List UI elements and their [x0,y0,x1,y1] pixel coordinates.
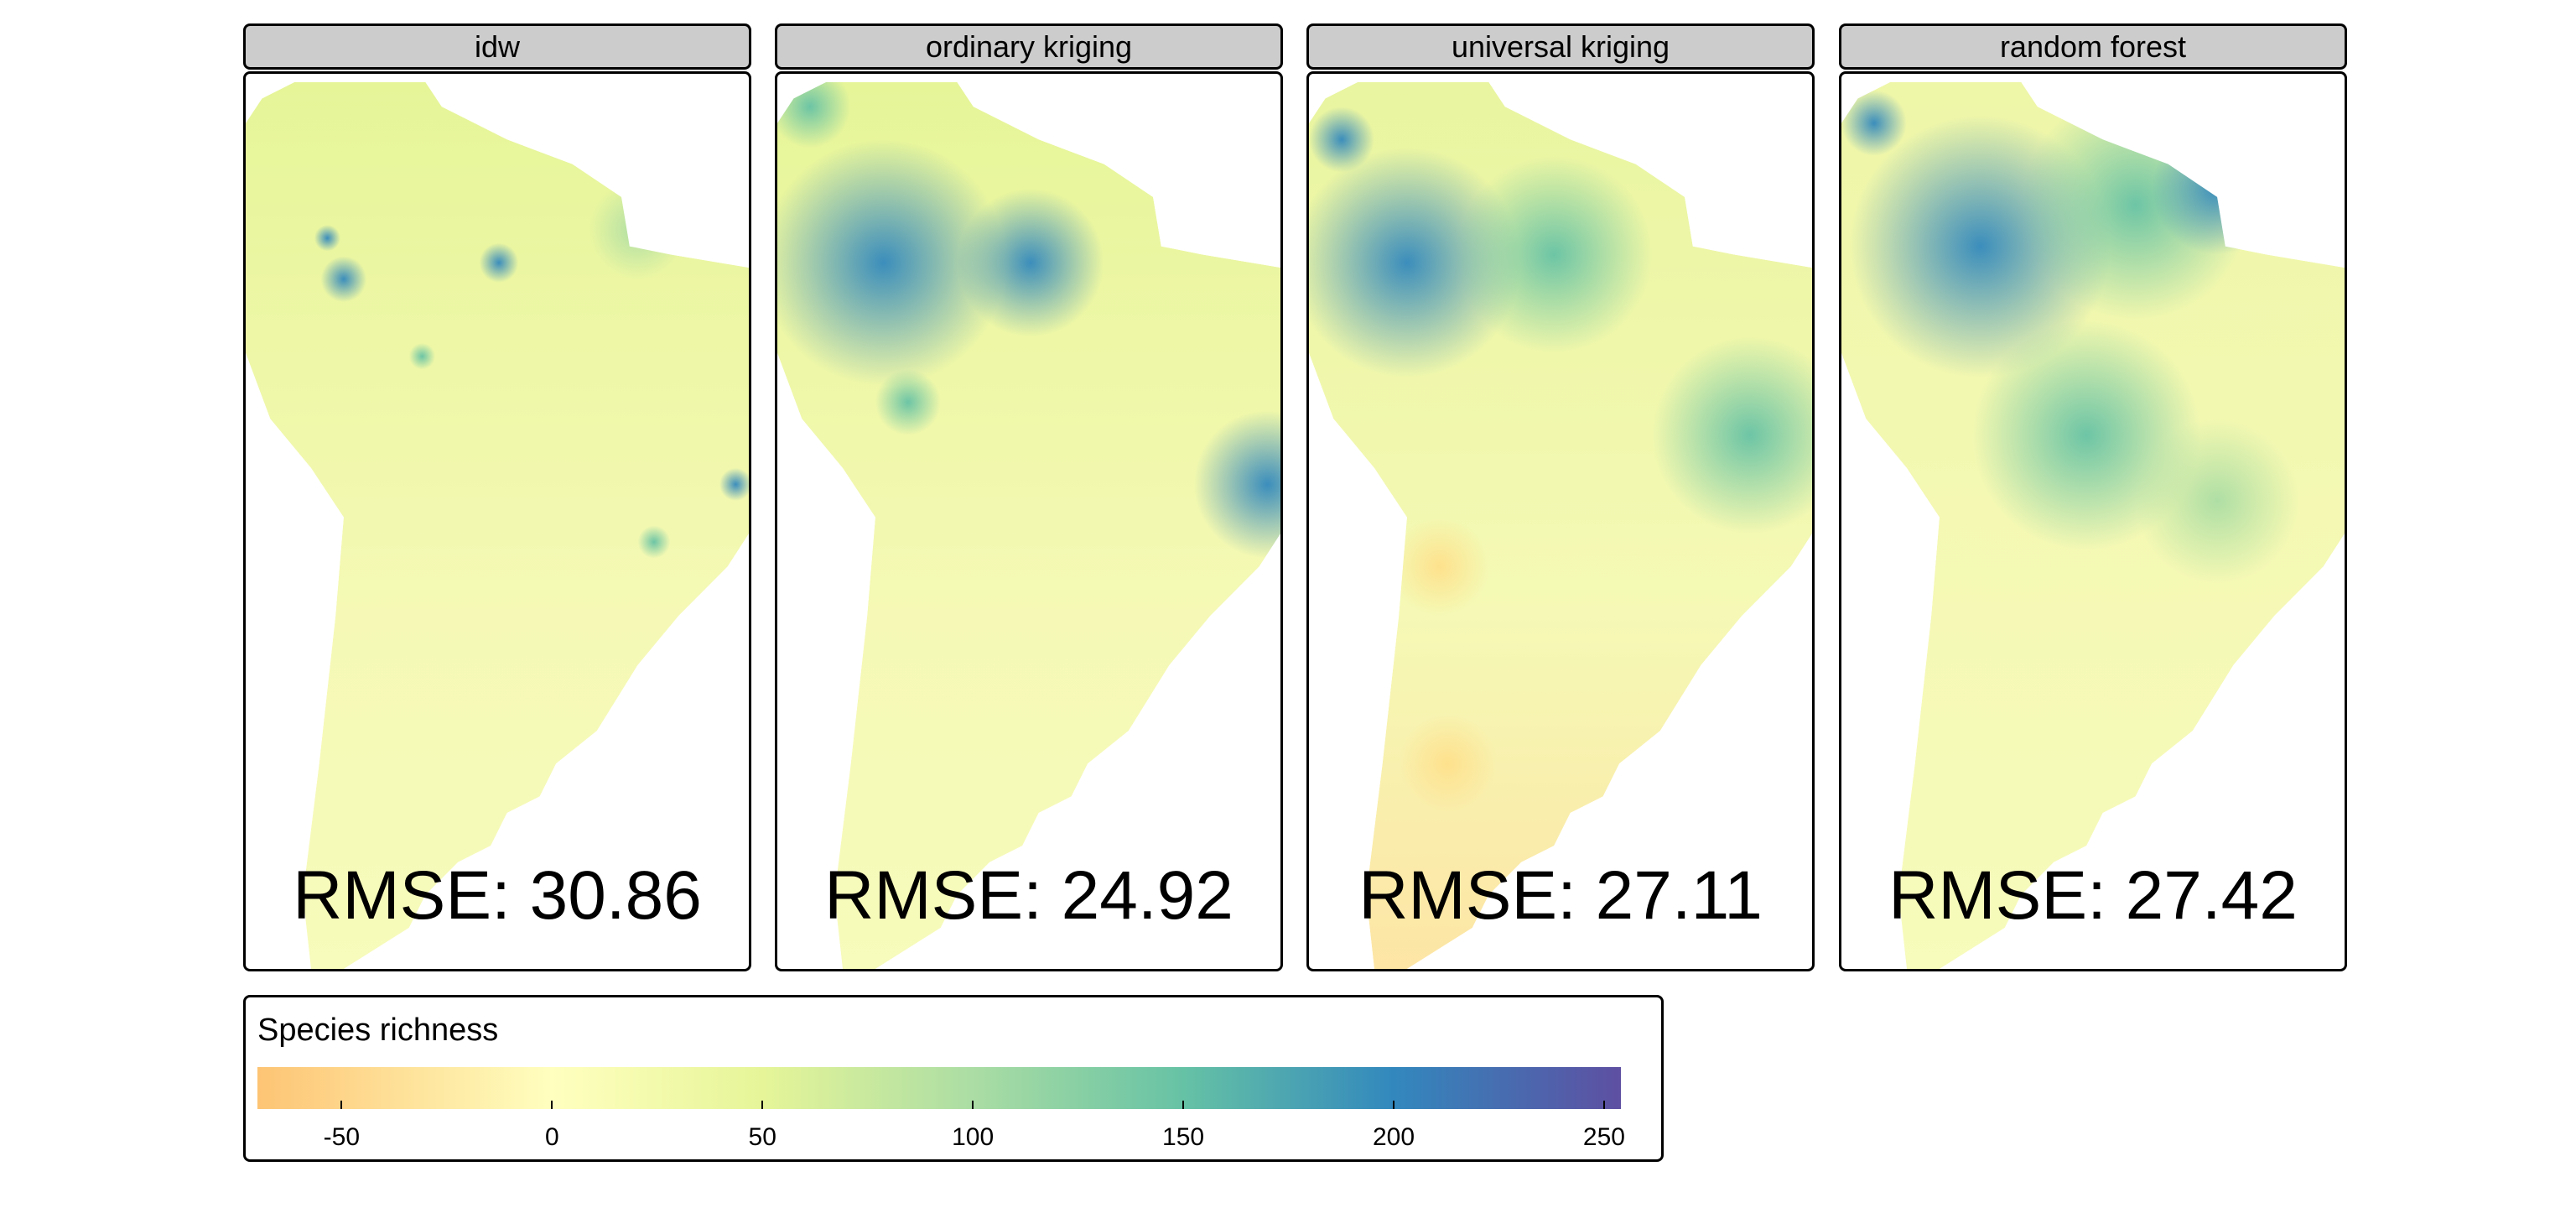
facet-universal-kriging: universal kriging RMSE: 27.11 [1306,23,1815,971]
rmse-label: RMSE: 24.92 [824,857,1233,934]
richness-hotspot [2135,419,2299,583]
richness-hotspot [2152,122,2283,255]
colorbar-tick-label: 50 [748,1123,776,1151]
facet-label: ordinary kriging [925,29,1133,64]
colorbar-legend: Species richness -50 0 50 100 150 200 250 [243,995,1664,1162]
colorbar-tick [972,1101,974,1109]
colorbar-tick [551,1101,553,1109]
map-panel: RMSE: 27.42 [1839,71,2347,971]
richness-hotspot [1456,155,1653,353]
richness-hotspot [314,225,340,252]
legend-title: Species richness [257,1013,499,1048]
facet-idw: idw RMSE: 30.86 [243,23,751,971]
colorbar-tick-label: 250 [1582,1123,1625,1151]
colorbar-tick-label: 200 [1372,1123,1415,1151]
rmse-label: RMSE: 27.11 [1358,857,1763,934]
richness-hotspot [637,525,671,559]
colorbar-tick [1393,1101,1394,1109]
richness-map [1309,81,1812,969]
facet-strip: idw [243,23,751,70]
colorbar-tick [340,1101,343,1109]
richness-hotspot [1841,90,1907,156]
south-america-land [246,81,749,969]
rmse-label: RMSE: 27.42 [1888,857,2298,934]
richness-map [246,81,749,969]
facet-label: idw [474,29,521,64]
colorbar-tick [761,1101,764,1109]
richness-hotspot [479,242,519,283]
richness-hotspot [1390,517,1489,617]
richness-hotspot [1309,107,1374,173]
colorbar-tick [1602,1101,1605,1109]
colorbar-tick [1182,1101,1185,1109]
rmse-label: RMSE: 30.86 [293,857,702,934]
map-panel: RMSE: 27.11 [1306,71,1815,971]
richness-hotspot [1309,148,1522,378]
colorbar [257,1067,1621,1109]
facet-strip: universal kriging [1306,23,1815,70]
richness-hotspot [957,189,1104,337]
colorbar-tick-label: -50 [323,1123,361,1151]
richness-map [777,81,1280,969]
richness-hotspot [408,343,435,370]
richness-hotspot [719,467,749,502]
richness-hotspot [1399,714,1498,814]
facet-ordinary-kriging: ordinary kriging RMSE: 24.92 [775,23,1283,971]
richness-hotspot [875,369,941,435]
map-panel: RMSE: 24.92 [775,71,1283,971]
richness-hotspot [777,139,1006,386]
facet-strip: random forest [1839,23,2347,70]
colorbar-tick-label: 100 [952,1123,995,1151]
facet-random-forest: random forest RMSE: 27.42 [1839,23,2347,971]
colorbar-tick-label: 0 [544,1123,559,1151]
facet-label: universal kriging [1451,29,1670,64]
map-panel: RMSE: 30.86 [243,71,751,971]
richness-map [1841,81,2345,969]
facet-label: random forest [1999,29,2187,64]
richness-hotspot [589,180,687,279]
richness-hotspot [1652,336,1812,534]
colorbar-tick-label: 150 [1162,1123,1205,1151]
richness-hotspot [320,256,367,303]
facet-strip: ordinary kriging [775,23,1283,70]
richness-hotspot [1193,410,1280,559]
